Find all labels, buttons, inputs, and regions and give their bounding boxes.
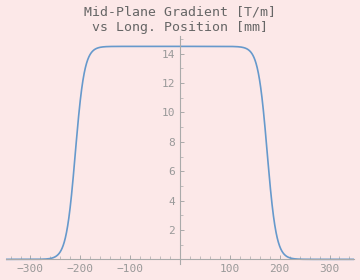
Title: Mid-Plane Gradient [T/m]
vs Long. Position [mm]: Mid-Plane Gradient [T/m] vs Long. Positi… xyxy=(84,6,276,34)
